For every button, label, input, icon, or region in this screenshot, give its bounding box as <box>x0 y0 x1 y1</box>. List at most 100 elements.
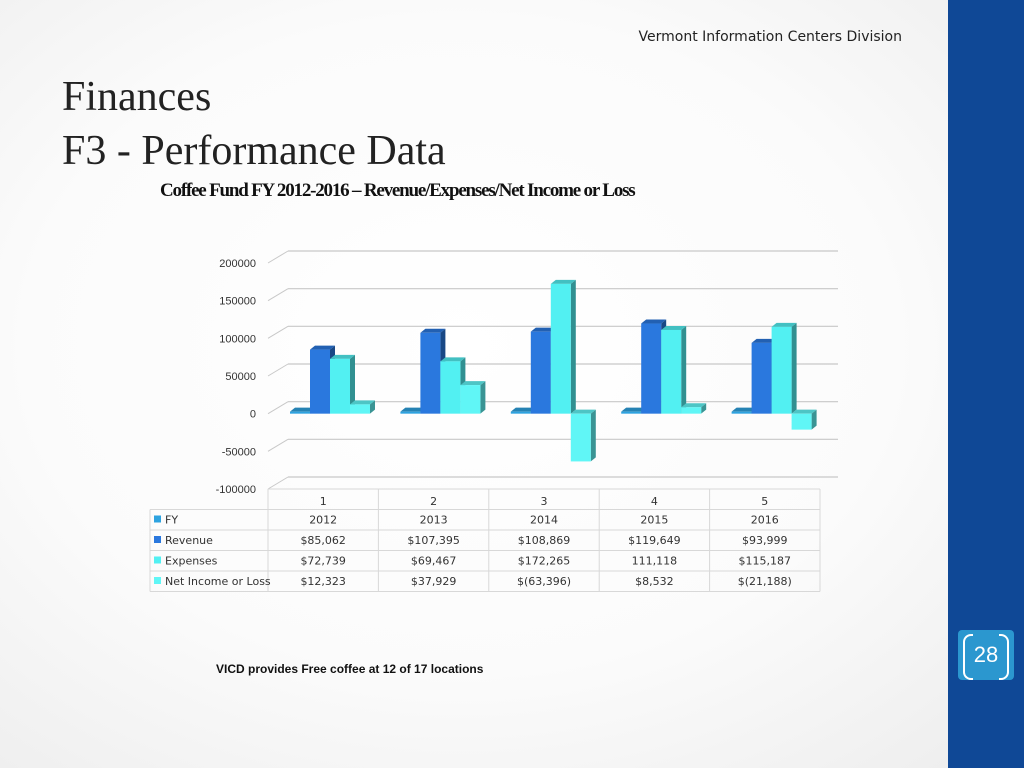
legend-swatch <box>154 556 161 564</box>
bar-top <box>420 328 446 333</box>
gridline-diag <box>267 401 289 415</box>
bar-top <box>681 403 707 408</box>
bar <box>641 323 662 414</box>
gridline-diag <box>267 325 289 339</box>
right-bracket-icon <box>999 634 1009 680</box>
slide-title: Finances F3 - Performance Data <box>62 70 446 178</box>
legend-label: Revenue <box>165 534 213 547</box>
y-tick-label: -100000 <box>216 484 256 496</box>
data-label: $12,323 <box>300 575 346 588</box>
bar-side <box>791 322 797 414</box>
gridline-diag <box>267 363 289 377</box>
bar-top <box>330 354 355 359</box>
legend-swatch <box>154 536 161 543</box>
y-tick-label: 150000 <box>219 296 256 308</box>
gridline-diag <box>267 438 289 452</box>
data-label: 2014 <box>530 514 558 527</box>
gridline-diag <box>267 288 289 302</box>
left-bracket-icon <box>963 634 973 680</box>
x-tick-label: 4 <box>651 495 658 508</box>
x-tick-label: 2 <box>430 495 437 508</box>
bar-top <box>310 345 335 350</box>
bar <box>550 283 571 414</box>
y-tick-label: 200000 <box>219 258 256 270</box>
bar <box>570 413 591 462</box>
bar <box>621 411 642 414</box>
bar-top <box>550 279 576 284</box>
bar <box>771 326 792 414</box>
bar <box>290 411 310 414</box>
bar-top <box>350 400 375 405</box>
data-label: 2013 <box>420 514 448 527</box>
data-label: 2016 <box>751 514 779 527</box>
bar-top <box>460 381 486 386</box>
bar <box>310 349 330 414</box>
bar-top <box>771 322 797 327</box>
bar <box>661 329 682 414</box>
organization-name: Vermont Information Centers Division <box>638 29 902 45</box>
bar <box>530 331 551 414</box>
bar-side <box>570 279 576 414</box>
data-label: $93,999 <box>742 534 788 547</box>
bar-side <box>350 354 355 414</box>
bar-top <box>530 327 556 332</box>
data-label: $107,395 <box>407 534 460 547</box>
bar-top <box>731 407 757 412</box>
data-label: $85,062 <box>300 534 346 547</box>
bar <box>400 411 421 414</box>
bar-top <box>641 319 667 324</box>
bar <box>440 361 461 414</box>
bar-top <box>661 325 687 330</box>
data-label: $8,532 <box>635 575 674 588</box>
data-label: $172,265 <box>518 555 571 568</box>
data-label: $72,739 <box>300 555 346 568</box>
y-tick-label: 100000 <box>219 333 256 345</box>
legend-label: Expenses <box>165 555 218 568</box>
x-tick-label: 1 <box>320 495 327 508</box>
page-number: 28 <box>973 642 999 667</box>
gridline-diag <box>267 476 289 490</box>
bar-side <box>701 403 707 414</box>
footnote: VICD provides Free coffee at 12 of 17 lo… <box>216 662 484 676</box>
y-tick-label: 50000 <box>225 371 256 383</box>
data-label: $119,649 <box>628 534 681 547</box>
bar-top <box>440 357 466 362</box>
legend-label: Net Income or Loss <box>165 575 271 588</box>
chart-title: Coffee Fund FY 2012-2016 – Revenue/Expen… <box>160 180 636 201</box>
data-label: 2012 <box>309 514 337 527</box>
data-label: 111,118 <box>632 555 678 568</box>
x-tick-label: 3 <box>541 495 548 508</box>
bar <box>330 358 350 414</box>
legend-label: FY <box>165 514 178 527</box>
data-label: $37,929 <box>411 575 457 588</box>
bar <box>791 413 812 430</box>
bar <box>510 411 531 414</box>
page-number-box: 28 <box>958 630 1014 680</box>
x-tick-label: 5 <box>761 495 768 508</box>
bar <box>350 404 370 414</box>
data-label: $108,869 <box>518 534 571 547</box>
title-line-2: F3 - Performance Data <box>62 128 446 174</box>
data-label: $69,467 <box>411 555 457 568</box>
y-tick-label: 0 <box>250 409 256 421</box>
bar <box>420 332 441 414</box>
bar <box>460 385 481 414</box>
bar-top <box>290 407 315 412</box>
bar <box>731 411 752 414</box>
bar <box>681 407 702 414</box>
data-label: $115,187 <box>739 555 792 568</box>
bar-side <box>681 325 687 414</box>
chart-area: 200000 150000 100000 50000 0 -50000 -100000 1 2 3… <box>149 250 838 592</box>
bar-top <box>510 407 536 412</box>
bar-top <box>570 409 596 414</box>
data-label: $(63,396) <box>517 575 571 588</box>
title-line-1: Finances <box>62 74 212 120</box>
data-label: $(21,188) <box>738 575 792 588</box>
gridline-diag <box>267 250 289 264</box>
bar-side <box>480 381 486 414</box>
bar-side <box>370 400 375 414</box>
bar <box>751 342 772 414</box>
bar-top <box>751 338 777 343</box>
legend-swatch <box>154 515 161 523</box>
legend-swatch <box>154 577 161 584</box>
